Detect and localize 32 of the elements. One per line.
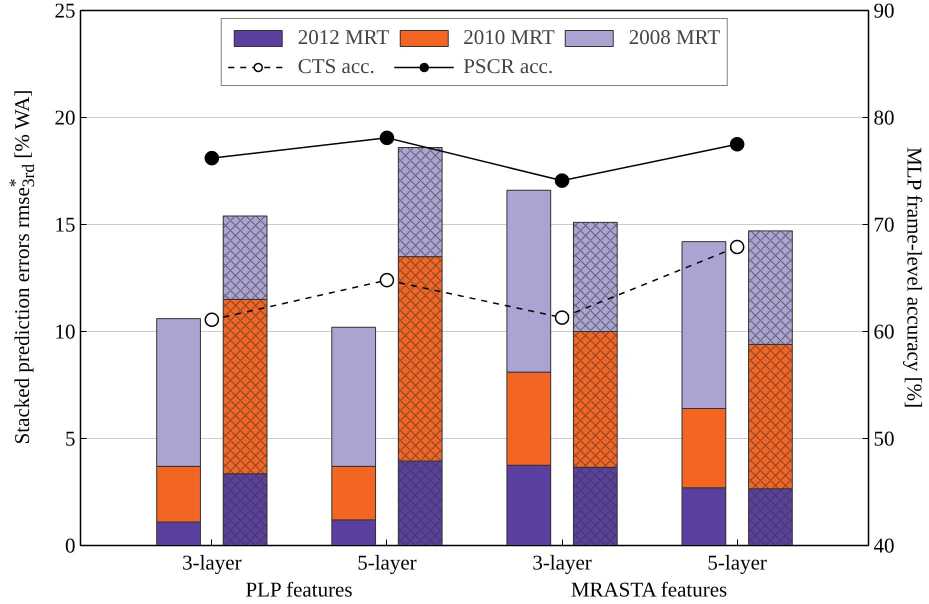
point [730,240,744,254]
y2-tick-label: 40 [874,534,894,558]
y-tick-label: 15 [54,212,76,236]
y-tick-label: 20 [54,106,76,130]
y2-tick-label: 90 [874,0,894,22]
legend-label: 2012 MRT [298,25,390,50]
y2-tick-label: 50 [874,426,894,450]
point [380,272,394,288]
x-tick-label: 3-layer [182,550,242,574]
text: PLP features [245,578,353,602]
legend-label: 2010 MRT [463,25,555,50]
point [380,130,394,146]
y-tick-label: 0 [65,534,76,558]
point [554,173,570,188]
legend-label: PSCR acc. [463,54,554,79]
text: MRASTA features [570,578,728,602]
point [554,310,570,325]
x-tick-label: 3-layer [532,550,592,574]
y-tick-label: 25 [54,0,76,22]
y2-tick-label: 80 [874,106,894,130]
legend-label: 2008 MRT [628,25,720,50]
legend-label: CTS acc. [298,54,375,79]
point [204,312,220,327]
y-tick-label: 10 [54,320,76,344]
y2-tick-label: 60 [874,320,894,344]
point [204,150,220,166]
y2-tick-label: 70 [874,212,894,236]
x-tick-label: 5-layer [357,550,417,574]
y2-axis-title: MLP frame-level accuracy [%] [902,147,926,408]
point [730,137,744,152]
y-tick-label: 5 [65,426,76,450]
x-tick-label: 5-layer [707,550,767,574]
